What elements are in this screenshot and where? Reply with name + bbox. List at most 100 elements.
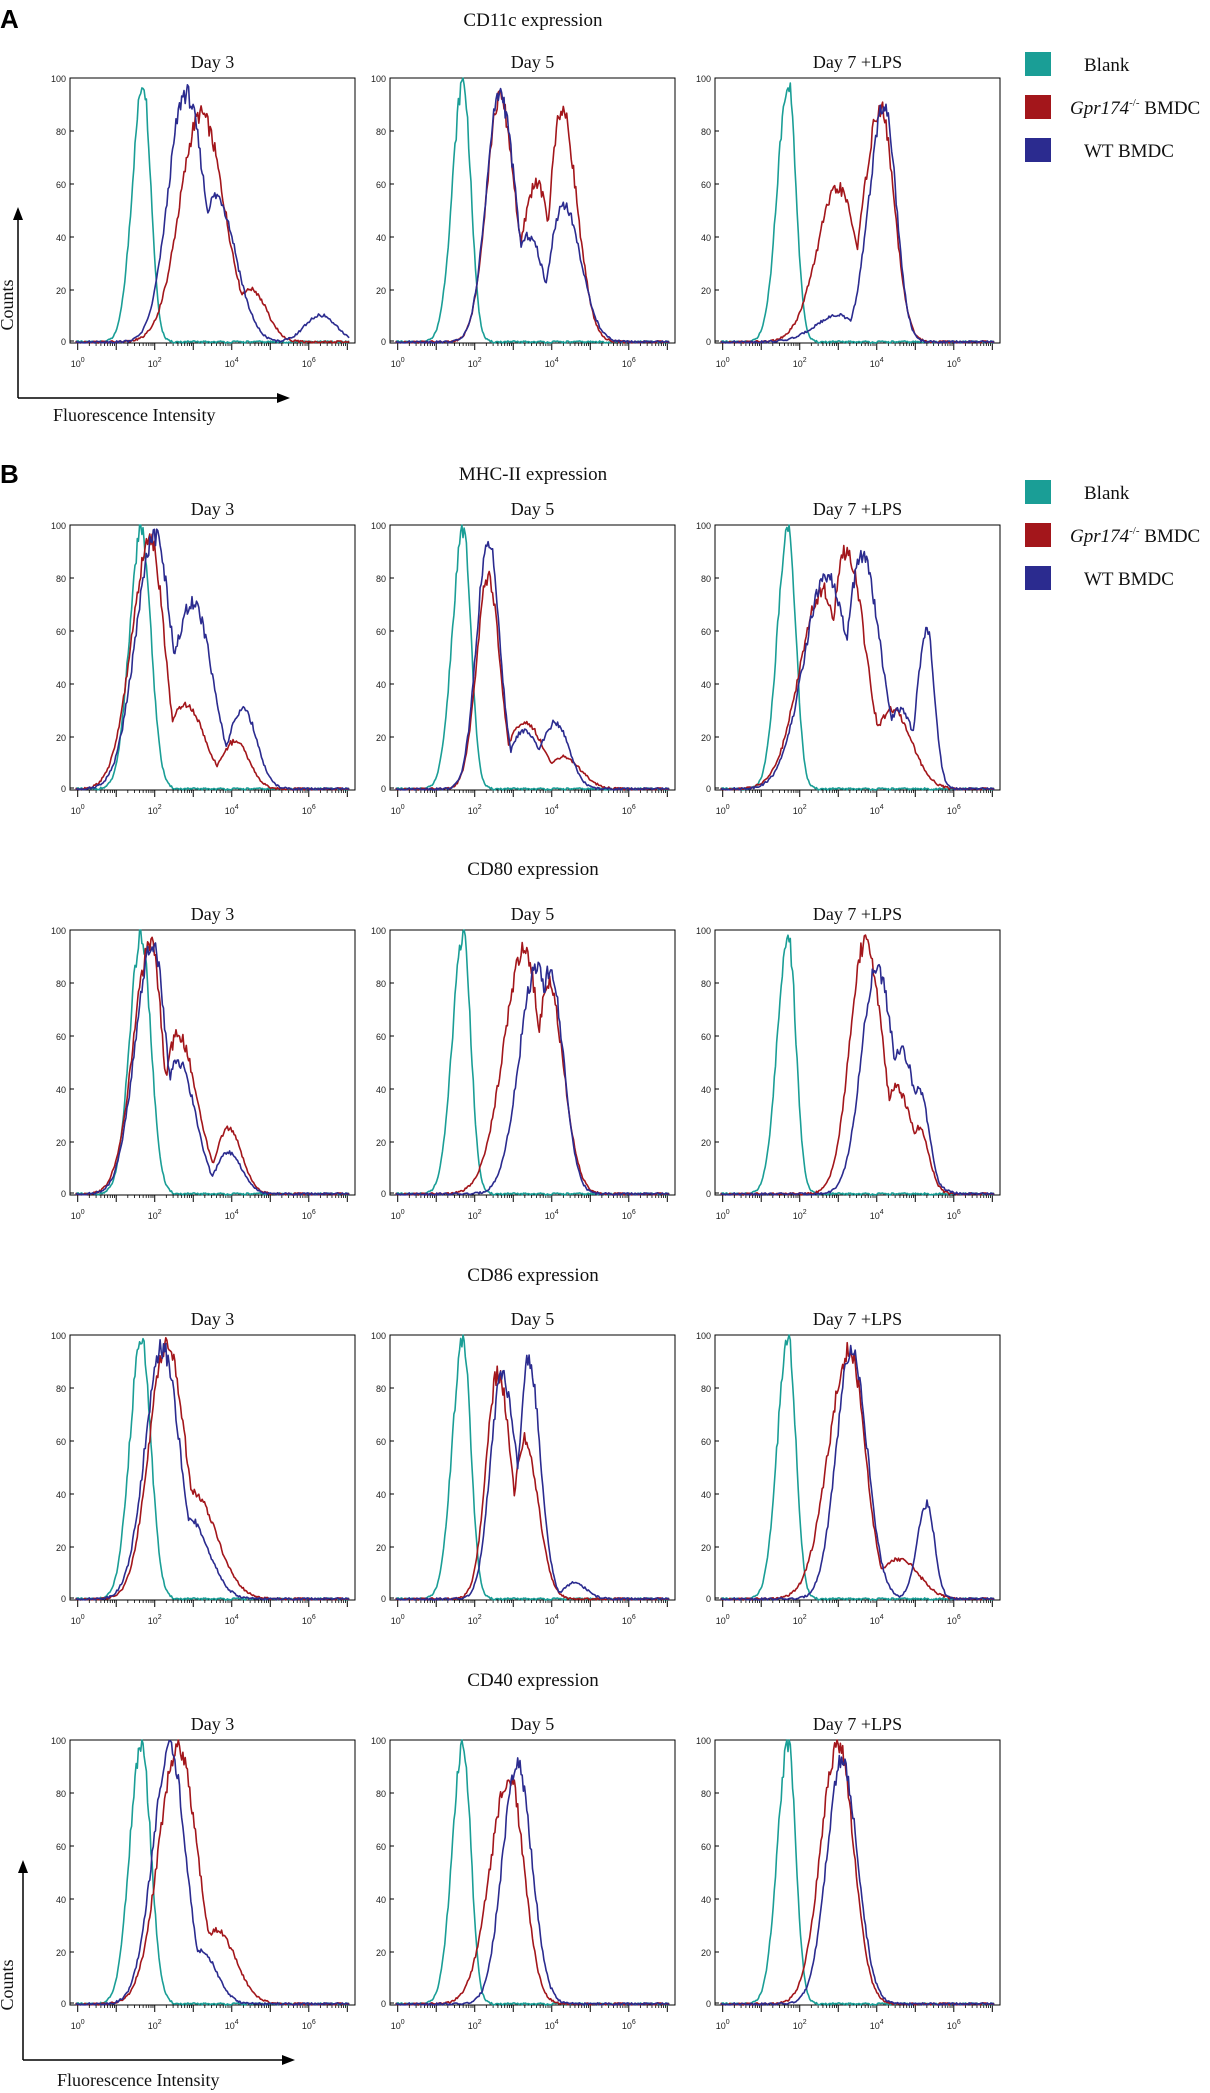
series-line-wt: [395, 87, 670, 344]
x-tick-label: 100: [71, 804, 85, 816]
series-line-wt: [75, 1739, 350, 2006]
legend-b-label-wt: WT BMDC: [1084, 569, 1174, 590]
y-tick-label: 40: [376, 233, 386, 243]
legend-swatch-wt: [1025, 138, 1051, 162]
legend-ko-superscript: -/-: [1129, 97, 1140, 109]
legend-b: Blank Gpr174-/- BMDC WT BMDC: [1025, 480, 1200, 590]
x-arrow-head-bottom: [282, 2055, 295, 2065]
series-line-ko: [395, 89, 670, 344]
subplot-title: Day 5: [511, 1309, 555, 1329]
legend-label-ko: Gpr174-/- BMDC: [1070, 97, 1200, 119]
series-line-ko: [75, 1337, 350, 1601]
y-tick-label: 100: [696, 1736, 711, 1746]
section-title-mhc: MHC-II expression: [459, 464, 608, 485]
y-tick-label: 80: [701, 1384, 711, 1394]
x-tick-label: 100: [71, 1209, 85, 1221]
plot-frame: [714, 1739, 1001, 2006]
y-tick-label: 80: [701, 979, 711, 989]
plot-frame: [69, 77, 356, 344]
y-tick-label: 100: [371, 926, 386, 936]
y-tick-label: 100: [696, 521, 711, 531]
x-tick-label: 104: [870, 1614, 884, 1626]
y-tick-label: 60: [701, 1437, 711, 1447]
chart-r0-c0: Day 3 100 80 60 40 20 0 100 102 104 106: [51, 52, 356, 369]
legend-b-ko-gene: Gpr174: [1070, 526, 1130, 547]
subplot-title: Day 5: [511, 904, 555, 924]
x-tick-label: 104: [870, 2019, 884, 2031]
x-tick-label: 106: [947, 357, 961, 369]
section-title-cd11c: CD11c expression: [463, 10, 603, 31]
y-tick-label: 100: [51, 926, 66, 936]
series-line-wt: [395, 540, 670, 791]
y-tick-label: 0: [381, 1999, 386, 2009]
x-tick-label: 104: [545, 1614, 559, 1626]
x-tick-label: 104: [870, 804, 884, 816]
legend-b-ko-suffix: BMDC: [1140, 526, 1201, 547]
y-tick-label: 20: [376, 733, 386, 743]
plot-frame: [69, 929, 356, 1196]
y-tick-label: 80: [376, 1384, 386, 1394]
panel-label-a: A: [0, 4, 19, 34]
legend-swatch-ko: [1025, 95, 1051, 119]
y-tick-label: 20: [376, 1543, 386, 1553]
x-tick-label: 106: [622, 2019, 636, 2031]
panel-label-b: B: [0, 459, 19, 489]
y-tick-label: 20: [376, 286, 386, 296]
x-tick-label: 106: [947, 804, 961, 816]
subplot-title: Day 7 +LPS: [813, 52, 902, 72]
y-tick-label: 100: [371, 74, 386, 84]
y-tick-label: 0: [706, 1594, 711, 1604]
chart-r2-c0: Day 3 100 80 60 40 20 0 100 102 104 106: [51, 904, 356, 1221]
series-line-wt: [75, 528, 350, 791]
y-tick-label: 100: [371, 521, 386, 531]
chart-r2-c2: Day 7 +LPS 100 80 60 40 20 0 100 102 104 106: [696, 904, 1001, 1221]
x-tick-label: 104: [545, 804, 559, 816]
y-tick-label: 80: [56, 979, 66, 989]
y-arrow-head-top: [13, 207, 23, 220]
subplot-title: Day 3: [191, 499, 235, 519]
y-tick-label: 0: [706, 1189, 711, 1199]
x-tick-label: 106: [302, 1614, 316, 1626]
x-tick-label: 100: [716, 2019, 730, 2031]
series-line-wt: [720, 963, 995, 1196]
series-line-ko: [75, 105, 350, 344]
y-tick-label: 60: [376, 1437, 386, 1447]
y-tick-label: 40: [56, 233, 66, 243]
y-tick-label: 0: [61, 1189, 66, 1199]
series-line-wt: [75, 1339, 350, 1601]
series-line-blank: [395, 77, 670, 344]
x-tick-label: 104: [225, 357, 239, 369]
y-tick-label: 0: [381, 784, 386, 794]
x-tick-label: 106: [302, 357, 316, 369]
plot-frame: [69, 524, 356, 791]
subplot-title: Day 3: [191, 1309, 235, 1329]
plot-frame: [69, 1739, 356, 2006]
x-tick-label: 104: [545, 1209, 559, 1221]
x-tick-label: 106: [947, 1209, 961, 1221]
y-tick-label: 40: [56, 1895, 66, 1905]
x-tick-label: 102: [793, 1209, 807, 1221]
legend-a: Blank Gpr174-/- BMDC WT BMDC: [1025, 52, 1200, 162]
chart-r3-c1: Day 5 100 80 60 40 20 0 100 102 104 106: [371, 1309, 676, 1626]
y-tick-label: 80: [56, 574, 66, 584]
x-tick-label: 100: [391, 804, 405, 816]
y-tick-label: 80: [56, 1384, 66, 1394]
x-tick-label: 102: [793, 1614, 807, 1626]
series-line-wt: [75, 942, 350, 1196]
y-tick-label: 20: [56, 1948, 66, 1958]
y-tick-label: 40: [56, 680, 66, 690]
y-arrow-head-bottom: [18, 1860, 28, 1873]
x-tick-label: 100: [716, 357, 730, 369]
y-tick-label: 100: [696, 1331, 711, 1341]
y-tick-label: 40: [701, 233, 711, 243]
y-tick-label: 40: [376, 680, 386, 690]
x-tick-label: 106: [302, 804, 316, 816]
y-axis-label-top: Counts: [0, 279, 17, 330]
x-tick-label: 102: [468, 2019, 482, 2031]
x-tick-label: 102: [148, 2019, 162, 2031]
series-line-blank: [75, 87, 350, 344]
y-axis-label-bottom: Counts: [0, 1959, 17, 2010]
y-tick-label: 60: [56, 180, 66, 190]
chart-r4-c1: Day 5 100 80 60 40 20 0 100 102 104 106: [371, 1714, 676, 2031]
